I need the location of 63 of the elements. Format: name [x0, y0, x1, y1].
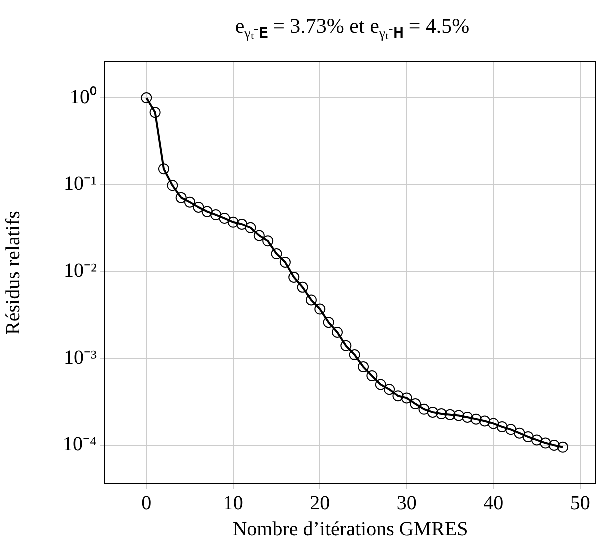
point — [158, 164, 170, 175]
y-axis-title: Résidus relatifs — [2, 210, 24, 335]
point — [532, 434, 543, 446]
point — [332, 326, 343, 338]
point — [470, 414, 482, 425]
point — [453, 410, 464, 422]
point — [540, 438, 552, 449]
x-tick-label: 50 — [570, 492, 590, 514]
point — [271, 248, 282, 260]
y-tick-label: 10⁰ — [70, 85, 97, 108]
point — [401, 392, 412, 404]
point — [548, 440, 560, 451]
point — [219, 213, 230, 224]
point — [254, 230, 265, 242]
point — [262, 236, 274, 247]
point — [514, 428, 526, 439]
point — [167, 180, 178, 192]
y-tick-label: 10⁻² — [64, 260, 97, 282]
x-tick-label: 20 — [310, 492, 330, 514]
point — [323, 317, 334, 328]
point — [306, 294, 317, 306]
point — [488, 418, 500, 430]
point — [418, 404, 430, 415]
point — [236, 219, 248, 230]
point — [141, 92, 152, 104]
point — [384, 384, 396, 396]
point — [366, 370, 378, 382]
point — [210, 210, 222, 221]
point — [314, 304, 326, 315]
point — [150, 107, 161, 118]
point — [479, 416, 490, 427]
x-axis-title: Nombre d’itérations GMRES — [232, 518, 468, 540]
x-tick-label: 0 — [142, 492, 152, 514]
point — [245, 222, 256, 234]
y-tick-label: 10⁻⁴ — [63, 434, 98, 456]
point — [436, 408, 448, 420]
y-tick-label: 10⁻³ — [64, 346, 97, 369]
point — [558, 442, 569, 453]
point — [176, 192, 187, 204]
point — [462, 412, 474, 423]
point — [444, 409, 456, 420]
point — [522, 432, 534, 443]
point — [349, 350, 360, 361]
y-tick-label: 10⁻¹ — [64, 173, 97, 196]
point — [228, 216, 239, 228]
x-tick-label: 30 — [396, 492, 417, 514]
point — [193, 202, 204, 213]
point — [358, 362, 370, 373]
chart-title: e$_{γₜ⁻𝐄}$ = 3.73% et e$_{γₜ⁻𝐇}$ = 4.5% — [234, 14, 471, 44]
x-tick-label: 40 — [484, 492, 504, 514]
point — [184, 196, 196, 208]
point — [340, 340, 352, 352]
point — [297, 282, 308, 293]
x-tick-label: 10 — [223, 492, 244, 514]
point — [288, 272, 300, 283]
point — [410, 398, 422, 410]
point — [505, 424, 516, 436]
point — [375, 379, 386, 390]
point — [202, 206, 213, 218]
point — [427, 406, 438, 418]
point — [496, 422, 508, 433]
point — [392, 390, 404, 402]
point — [280, 256, 291, 268]
